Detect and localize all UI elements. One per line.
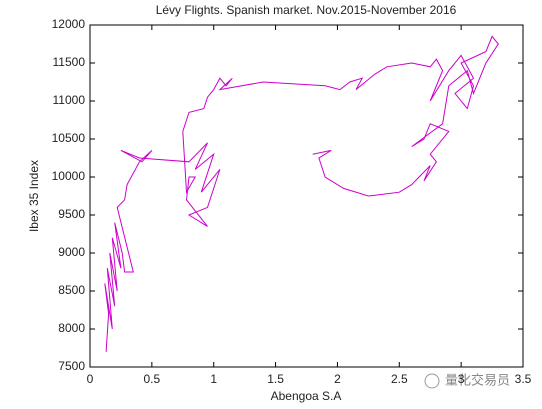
- y-tick-label: 9500: [58, 207, 85, 221]
- y-tick-label: 9000: [58, 245, 85, 259]
- plot-frame: [89, 24, 524, 368]
- x-tick-label: 1: [210, 372, 217, 386]
- y-tick-label: 12000: [52, 17, 86, 31]
- watermark-icon: [424, 373, 440, 389]
- x-tick-label: 3: [458, 372, 465, 386]
- x-tick-label: 0.5: [144, 372, 161, 386]
- trajectory-line: [104, 35, 499, 352]
- y-tick-label: 8000: [58, 321, 85, 335]
- x-tick-label: 2.5: [391, 372, 408, 386]
- y-tick-label: 7500: [58, 359, 85, 373]
- x-axis-label: Abengoa S.A: [271, 389, 342, 403]
- x-tick-label: 2: [334, 372, 341, 386]
- y-tick-label: 8500: [58, 283, 85, 297]
- y-tick-label: 11500: [53, 55, 86, 69]
- x-tick-label: 0: [87, 372, 94, 386]
- x-tick-label: 1.5: [267, 372, 284, 386]
- y-tick-label: 10000: [52, 169, 86, 183]
- y-tick-label: 10500: [52, 131, 86, 145]
- y-axis-label: Ibex 35 Index: [27, 160, 41, 232]
- x-tick-label: 3.5: [515, 372, 532, 386]
- y-tick-label: 11000: [53, 93, 86, 107]
- watermark: 量化交易员: [445, 372, 510, 387]
- chart-title: Lévy Flights. Spanish market. Nov.2015-N…: [156, 3, 457, 17]
